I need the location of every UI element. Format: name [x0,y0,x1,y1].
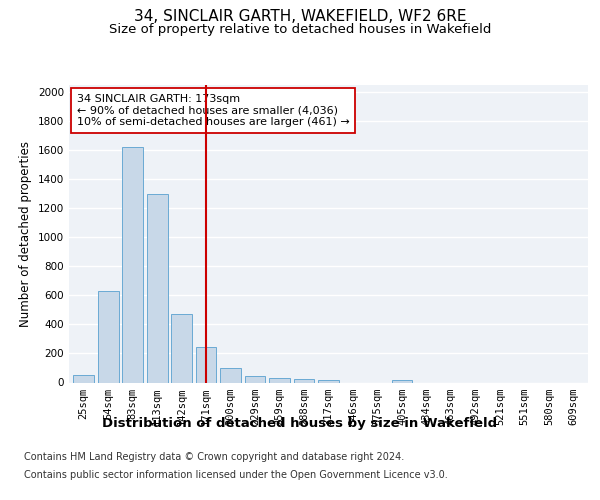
Bar [196,347,217,382]
Bar [147,194,167,382]
Text: 34 SINCLAIR GARTH: 173sqm
← 90% of detached houses are smaller (4,036)
10% of se: 34 SINCLAIR GARTH: 173sqm ← 90% of detac… [77,94,350,127]
Text: 34, SINCLAIR GARTH, WAKEFIELD, WF2 6RE: 34, SINCLAIR GARTH, WAKEFIELD, WF2 6RE [134,9,466,24]
Bar [392,380,412,382]
Bar [269,378,290,382]
Bar [122,148,143,382]
Bar [220,368,241,382]
Y-axis label: Number of detached properties: Number of detached properties [19,141,32,327]
Bar [98,291,119,382]
Text: Contains public sector information licensed under the Open Government Licence v3: Contains public sector information licen… [24,470,448,480]
Bar [73,375,94,382]
Bar [318,380,339,382]
Bar [245,376,265,382]
Bar [171,314,192,382]
Bar [293,379,314,382]
Text: Distribution of detached houses by size in Wakefield: Distribution of detached houses by size … [103,418,497,430]
Text: Size of property relative to detached houses in Wakefield: Size of property relative to detached ho… [109,22,491,36]
Text: Contains HM Land Registry data © Crown copyright and database right 2024.: Contains HM Land Registry data © Crown c… [24,452,404,462]
